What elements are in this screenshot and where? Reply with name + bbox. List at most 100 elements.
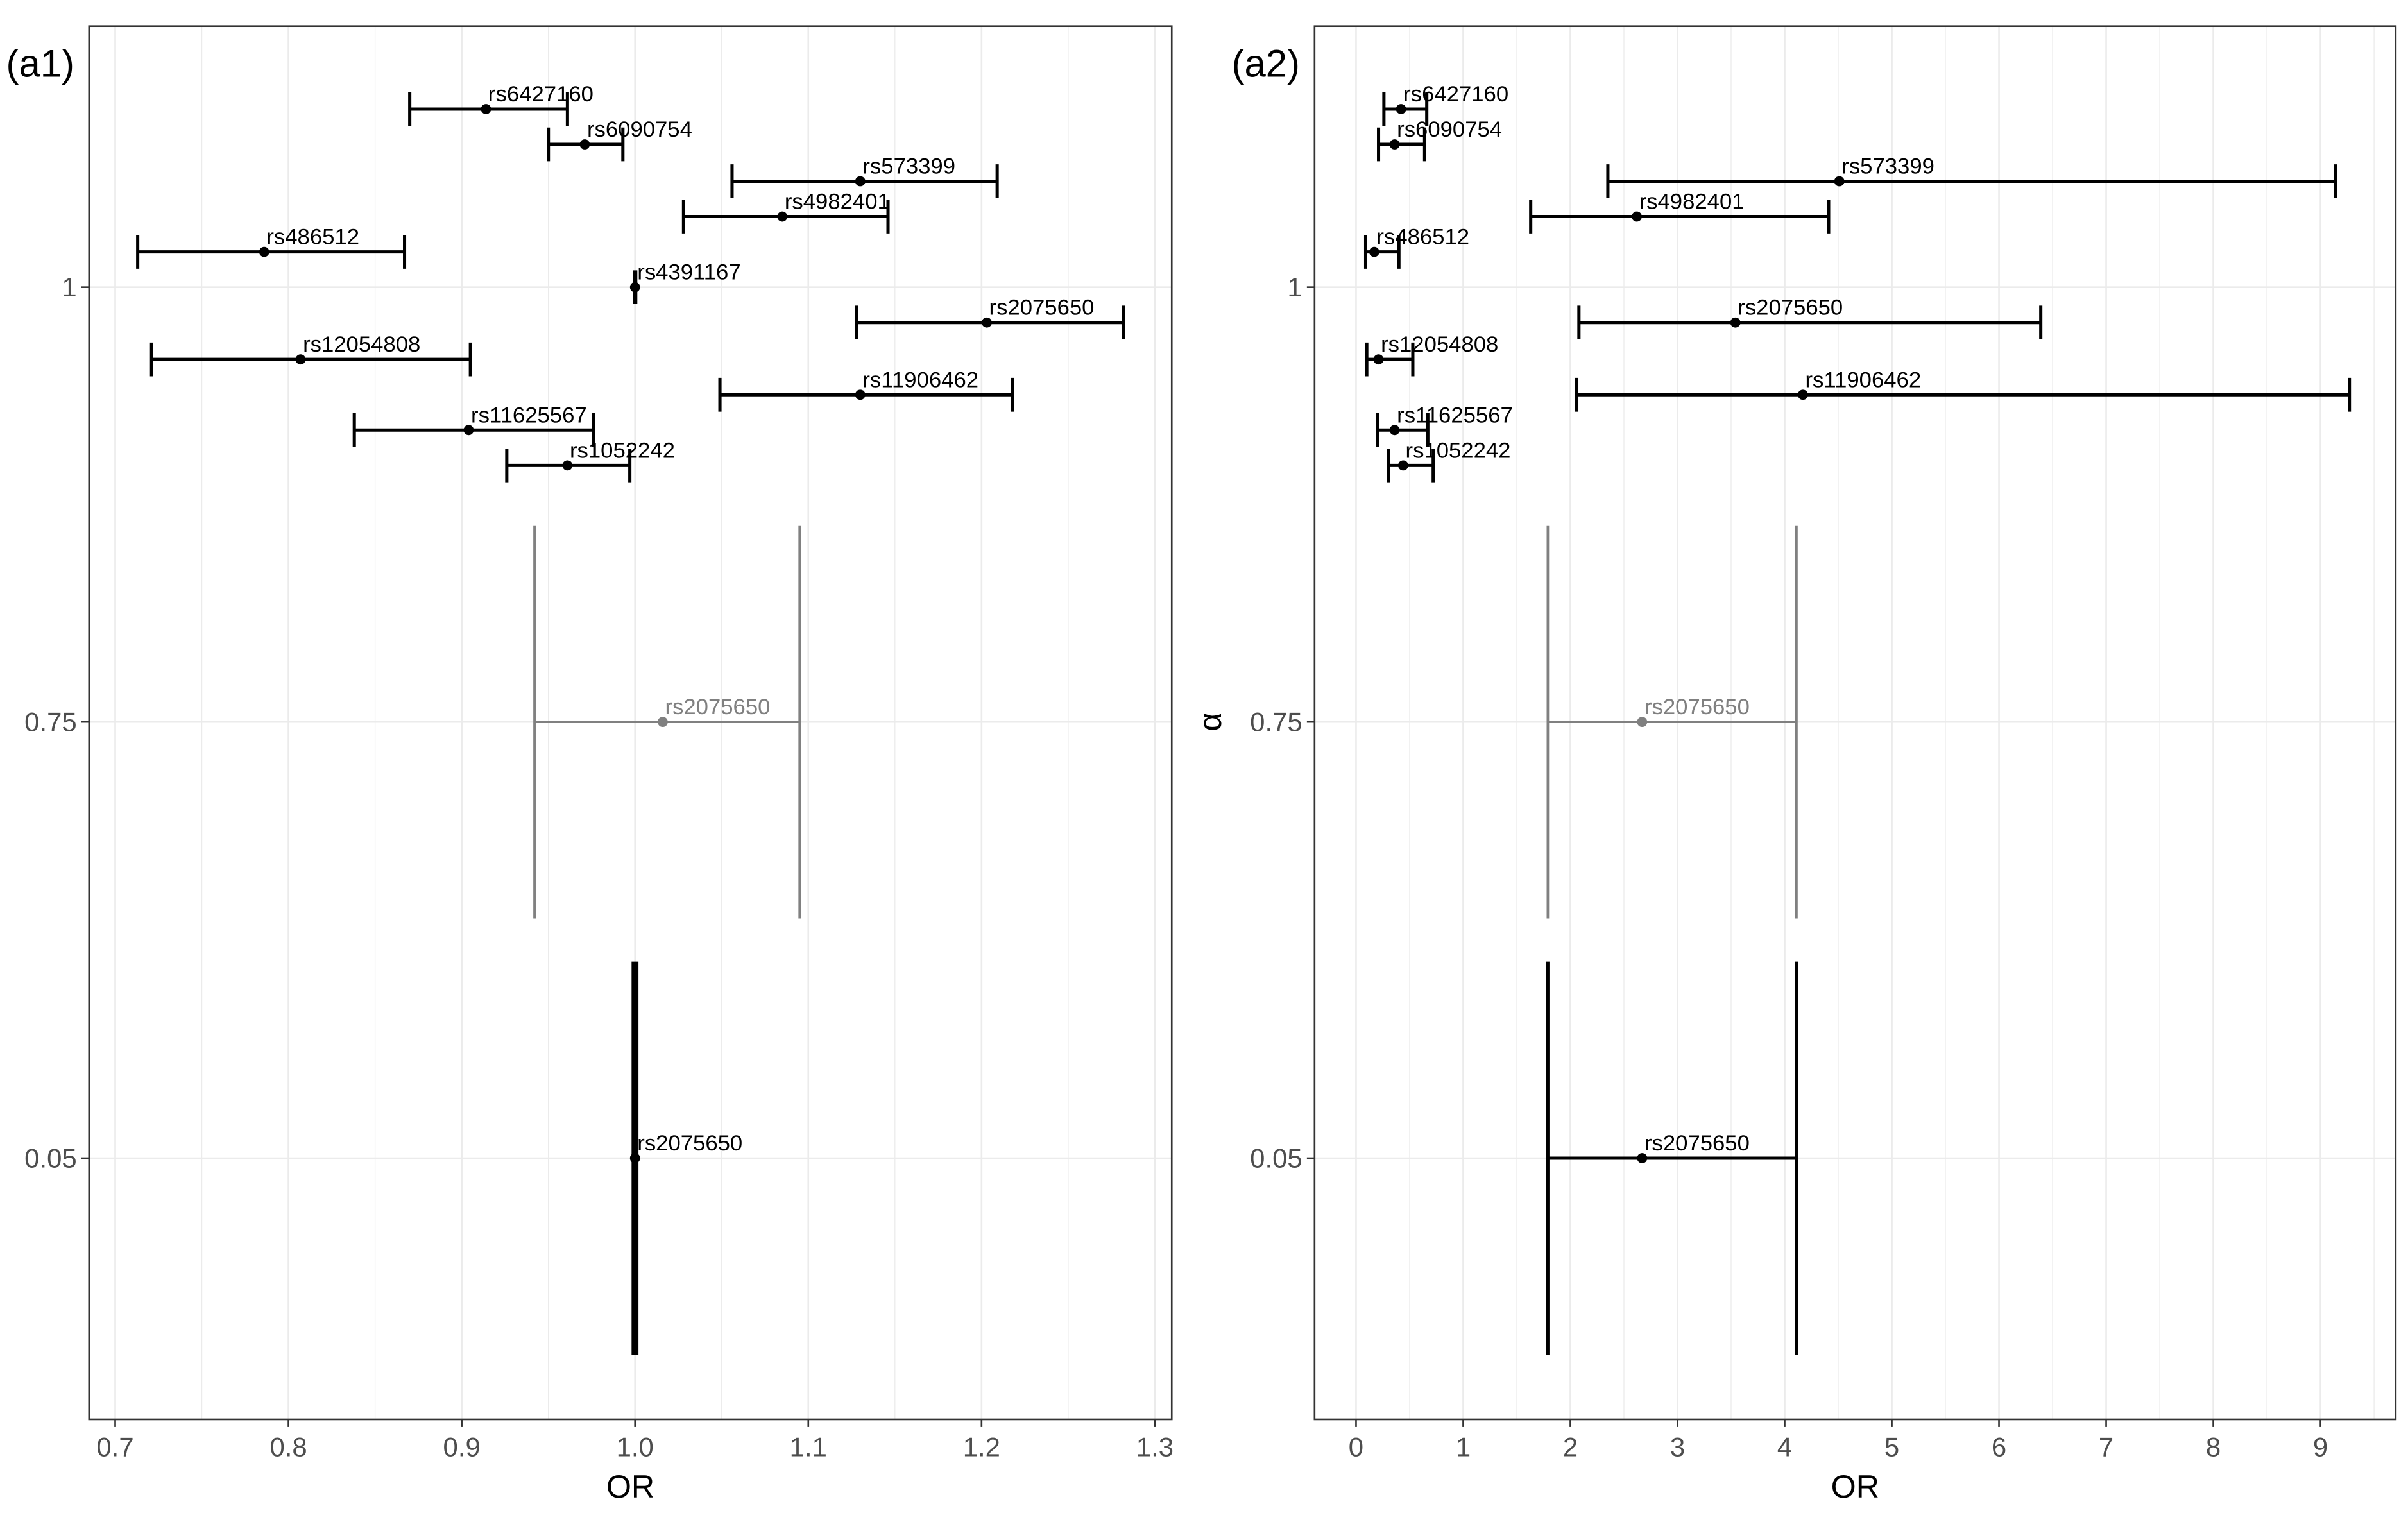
x-tick-label: 6 xyxy=(1992,1432,2006,1462)
snp-label: rs573399 xyxy=(1841,155,1934,179)
error-bars: rs6427160 rs6090754 rs573399 rs4982401 rs486… xyxy=(1363,82,2352,1355)
panel-a2: rs6427160 rs6090754 rs573399 rs4982401 rs486… xyxy=(1192,25,2397,1505)
or-point xyxy=(658,717,668,728)
y-tick-label: 1 xyxy=(1287,272,1302,302)
or-point xyxy=(629,282,640,293)
x-axis: 0 1 2 3 4 5 6 7 8 9 OR xyxy=(1349,1419,2328,1505)
snp-label: rs11625567 xyxy=(471,403,587,427)
error-bar-rs2075650: rs2075650 xyxy=(1577,296,2043,340)
error-bar-rs486512: rs486512 xyxy=(1363,225,1469,269)
y-tick-label: 1 xyxy=(62,272,76,302)
or-point xyxy=(1398,460,1408,471)
x-tick-label: 1.1 xyxy=(790,1432,827,1462)
error-bar-rs1052242: rs1052242 xyxy=(505,438,675,483)
grid xyxy=(1314,26,2396,1419)
x-tick-label: 0.9 xyxy=(443,1432,481,1462)
x-tick-label: 2 xyxy=(1563,1432,1578,1462)
snp-label: rs2075650 xyxy=(637,1131,742,1156)
snp-label: rs1052242 xyxy=(1406,438,1511,463)
or-point xyxy=(295,354,306,365)
panel-tag: (a2) xyxy=(1232,42,1300,85)
error-bar-rs573399: rs573399 xyxy=(1606,155,2337,198)
snp-label: rs12054808 xyxy=(303,332,420,357)
x-tick-label: 1.3 xyxy=(1136,1432,1174,1462)
or-point xyxy=(579,139,590,150)
or-point xyxy=(777,211,788,222)
y-axis: 1 0.75 0.05 α xyxy=(1192,272,1315,1173)
or-point xyxy=(562,460,573,471)
error-bar-rs4982401: rs4982401 xyxy=(681,190,890,234)
or-point xyxy=(463,425,474,436)
y-axis-title: α xyxy=(1192,713,1228,731)
or-point xyxy=(855,389,866,400)
snp-label: rs11906462 xyxy=(1805,368,1921,392)
snp-label: rs6427160 xyxy=(488,82,593,107)
error-bar-rs11906462: rs11906462 xyxy=(718,368,1014,412)
x-tick-label: 0.7 xyxy=(96,1432,133,1462)
x-axis-title: OR xyxy=(1831,1469,1879,1505)
snp-label: rs486512 xyxy=(266,225,359,250)
x-tick-label: 8 xyxy=(2206,1432,2221,1462)
x-tick-label: 7 xyxy=(2099,1432,2113,1462)
snp-label: rs6090754 xyxy=(1397,117,1502,142)
snp-label: rs6090754 xyxy=(587,117,692,142)
snp-label: rs573399 xyxy=(862,155,955,179)
or-point xyxy=(481,104,491,114)
snp-label: rs2075650 xyxy=(1738,296,1843,320)
snp-label: rs2075650 xyxy=(1644,1131,1750,1156)
error-bar-rs6090754: rs6090754 xyxy=(547,117,692,162)
snp-label: rs4982401 xyxy=(785,190,890,214)
or-point xyxy=(982,317,992,328)
x-tick-label: 4 xyxy=(1777,1432,1792,1462)
or-point xyxy=(1369,246,1379,257)
error-bar-rs2075650: rs2075650 xyxy=(1546,525,1798,919)
error-bar-rs12054808: rs12054808 xyxy=(149,332,472,377)
x-axis-title: OR xyxy=(606,1469,654,1505)
snp-label: rs2075650 xyxy=(989,296,1095,320)
y-tick-label: 0.75 xyxy=(24,706,77,737)
snp-label: rs4982401 xyxy=(1639,190,1745,214)
x-tick-label: 3 xyxy=(1670,1432,1685,1462)
or-point xyxy=(855,176,866,187)
snp-label: rs6427160 xyxy=(1403,82,1508,107)
or-point xyxy=(1373,354,1384,365)
x-tick-label: 9 xyxy=(2313,1432,2328,1462)
error-bar-rs4982401: rs4982401 xyxy=(1529,190,1831,234)
error-bar-rs6427160: rs6427160 xyxy=(1382,82,1508,126)
snp-label: rs11625567 xyxy=(1397,403,1513,427)
x-tick-label: 1 xyxy=(1456,1432,1471,1462)
snp-label: rs486512 xyxy=(1376,225,1469,250)
or-point xyxy=(1396,104,1406,114)
error-bar-rs11625567: rs11625567 xyxy=(352,403,595,447)
error-bar-rs6427160: rs6427160 xyxy=(408,82,593,126)
or-point xyxy=(1798,389,1808,400)
or-point xyxy=(1834,176,1845,187)
y-tick-label: 0.05 xyxy=(24,1143,77,1173)
error-bars: rs6427160 rs6090754 rs573399 rs4982401 rs486… xyxy=(136,82,1125,1355)
or-point xyxy=(1730,317,1741,328)
error-bar-rs12054808: rs12054808 xyxy=(1365,332,1498,377)
or-point xyxy=(1632,211,1642,222)
snp-label: rs4391167 xyxy=(637,261,740,285)
or-point xyxy=(1637,717,1648,728)
error-bar-rs2075650: rs2075650 xyxy=(533,525,801,919)
snp-label: rs11906462 xyxy=(862,368,978,392)
or-point xyxy=(629,1153,640,1163)
y-axis: 1 0.75 0.05 xyxy=(24,272,89,1173)
y-tick-label: 0.05 xyxy=(1250,1143,1302,1173)
x-tick-label: 1.2 xyxy=(963,1432,1000,1462)
error-bar-rs4391167: rs4391167 xyxy=(629,261,741,304)
panel-tag: (a1) xyxy=(6,42,74,85)
or-point xyxy=(259,246,269,257)
x-tick-label: 5 xyxy=(1884,1432,1899,1462)
x-tick-label: 1.0 xyxy=(617,1432,654,1462)
x-axis: 0.7 0.8 0.9 1.0 1.1 1.2 1.3 OR xyxy=(96,1419,1174,1505)
error-bar-rs2075650: rs2075650 xyxy=(855,296,1125,340)
or-point xyxy=(1389,425,1400,436)
error-bar-rs486512: rs486512 xyxy=(136,225,407,269)
error-bar-rs573399: rs573399 xyxy=(730,155,999,198)
error-bar-rs2075650: rs2075650 xyxy=(1546,961,1798,1355)
snp-label: rs2075650 xyxy=(1644,695,1750,719)
